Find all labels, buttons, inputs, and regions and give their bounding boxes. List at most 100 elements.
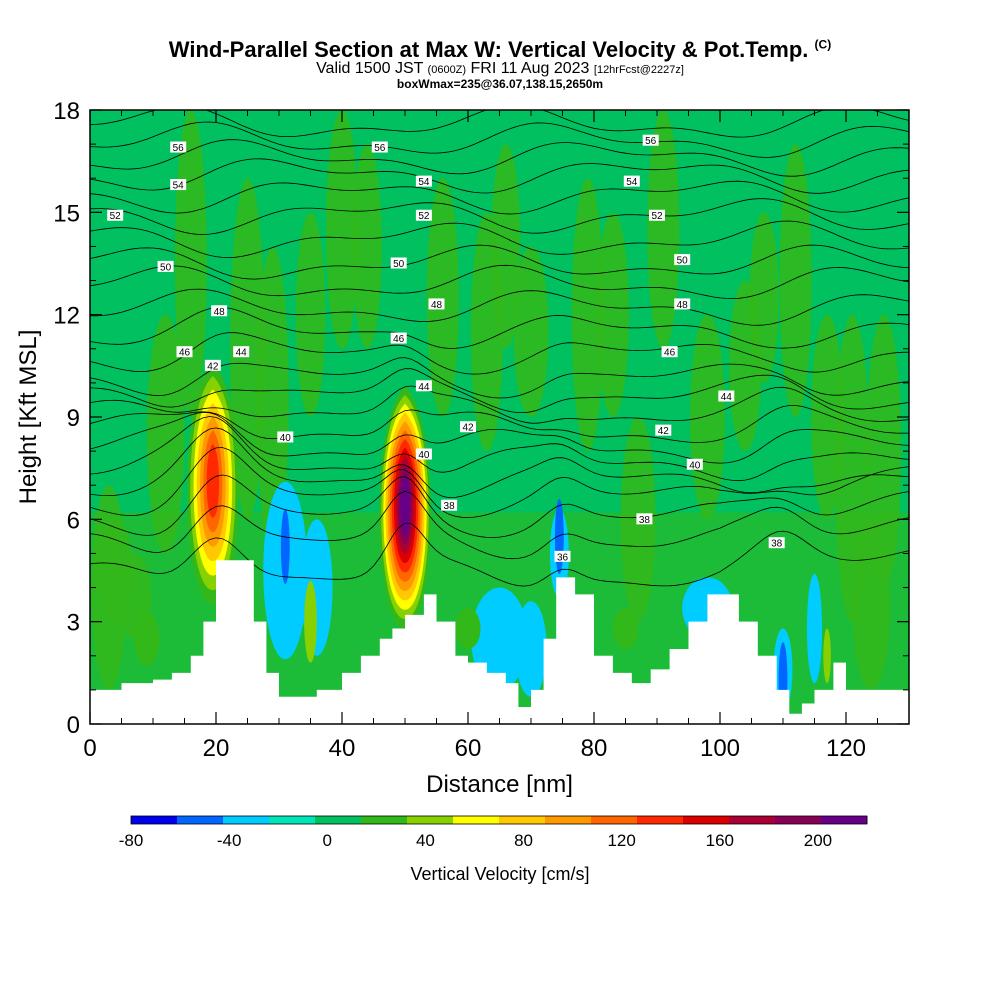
theta-label-bg bbox=[554, 550, 571, 562]
theta-label-text: 52 bbox=[651, 211, 663, 222]
theta-label: 54 bbox=[415, 175, 432, 188]
theta-contour bbox=[90, 368, 909, 414]
theta-label-text: 38 bbox=[639, 515, 651, 526]
theta-label: 48 bbox=[674, 298, 691, 311]
updraft-patch bbox=[134, 611, 160, 667]
theta-contour bbox=[90, 110, 909, 138]
theta-label-text: 46 bbox=[179, 348, 191, 359]
theta-label-bg bbox=[674, 298, 691, 310]
theta-label-text: 52 bbox=[418, 211, 430, 222]
theta-label-bg bbox=[277, 431, 294, 443]
theta-contour bbox=[90, 139, 909, 177]
theta-label: 56 bbox=[170, 141, 187, 154]
valid-time: Valid 1500 JST bbox=[316, 60, 424, 77]
colorbar-swatch bbox=[545, 816, 592, 824]
downdraft-core bbox=[280, 509, 290, 585]
theta-label-bg bbox=[157, 260, 174, 272]
colorbar-swatch bbox=[177, 816, 224, 824]
colorbar-tick-label: 80 bbox=[514, 831, 533, 850]
theta-label: 44 bbox=[233, 346, 250, 359]
theta-label-bg bbox=[768, 537, 785, 549]
y-tick-label: 6 bbox=[67, 507, 80, 534]
theta-label: 42 bbox=[204, 359, 221, 372]
theta-label-bg bbox=[371, 141, 388, 153]
theta-label-bg bbox=[636, 513, 653, 525]
theta-label-bg bbox=[204, 359, 221, 371]
theta-contour bbox=[90, 264, 909, 300]
theta-label-text: 38 bbox=[771, 539, 783, 550]
updraft-level bbox=[206, 443, 220, 518]
theta-label-bg bbox=[686, 458, 703, 470]
colorbar: -80 -40 0 40 80 120 160 200 Vertical Velocity [c… bbox=[119, 815, 868, 884]
theta-label-text: 52 bbox=[110, 211, 122, 222]
colorbar-label: Vertical Velocity [cm/s] bbox=[410, 864, 589, 884]
colorbar-tick-label: 200 bbox=[804, 831, 832, 850]
ascent-streak bbox=[690, 314, 725, 520]
theta-label-bg bbox=[415, 175, 432, 187]
theta-contour bbox=[90, 405, 909, 443]
theta-label-bg bbox=[642, 134, 659, 146]
y-tick-label: 3 bbox=[67, 610, 80, 637]
theta-label: 40 bbox=[277, 431, 294, 444]
theta-label-text: 44 bbox=[236, 348, 248, 359]
theta-label-bg bbox=[674, 254, 691, 266]
colorbar-tick-label: 120 bbox=[607, 831, 635, 850]
theta-label-text: 50 bbox=[393, 259, 405, 270]
colorbar-tick-label: 0 bbox=[323, 831, 332, 850]
colorbar-tick-label: 40 bbox=[416, 831, 435, 850]
colorbar-swatch bbox=[821, 816, 868, 824]
theta-label-bg bbox=[170, 141, 187, 153]
theta-label-text: 44 bbox=[721, 392, 733, 403]
updraft-patch bbox=[823, 628, 831, 684]
valid-date: FRI 11 Aug 2023 bbox=[470, 60, 590, 77]
theta-label-text: 54 bbox=[626, 177, 638, 188]
theta-contour bbox=[90, 244, 909, 280]
y-tick-label: 0 bbox=[67, 712, 80, 739]
theta-label-text: 42 bbox=[658, 426, 670, 437]
theta-label: 48 bbox=[211, 305, 228, 318]
updraft-patch bbox=[304, 580, 317, 663]
theta-label-text: 54 bbox=[173, 181, 185, 192]
ascent-streak bbox=[749, 212, 779, 383]
ascent-streak bbox=[352, 144, 382, 349]
theta-label: 54 bbox=[170, 179, 187, 192]
updraft-level bbox=[400, 473, 410, 535]
theta-label-bg bbox=[649, 209, 665, 221]
ascent-streak bbox=[426, 178, 459, 417]
x-tick-label: 20 bbox=[203, 735, 230, 762]
theta-label-text: 48 bbox=[431, 300, 443, 311]
theta-contours bbox=[90, 110, 909, 587]
theta-contour bbox=[90, 158, 909, 194]
theta-label: 44 bbox=[718, 390, 735, 403]
x-axis-label: Distance [nm] bbox=[426, 771, 573, 798]
ascent-streak bbox=[256, 246, 289, 554]
theta-contour bbox=[90, 447, 909, 518]
theta-label-text: 42 bbox=[462, 423, 474, 434]
ascent-streak bbox=[174, 110, 207, 417]
colorbar-swatch bbox=[775, 816, 822, 824]
theta-label-text: 44 bbox=[418, 382, 430, 393]
colorbar-swatch bbox=[315, 816, 362, 824]
theta-contour bbox=[90, 416, 909, 482]
chart-title: Wind-Parallel Section at Max W: Vertical… bbox=[0, 37, 1000, 63]
theta-label: 52 bbox=[415, 209, 432, 222]
theta-label-text: 48 bbox=[214, 307, 226, 318]
theta-label-text: 46 bbox=[664, 348, 676, 359]
colorbar-swatch bbox=[683, 816, 730, 824]
theta-label: 42 bbox=[460, 421, 476, 434]
theta-label-bg bbox=[655, 424, 672, 436]
theta-label-text: 50 bbox=[160, 262, 172, 273]
theta-label: 50 bbox=[674, 254, 691, 267]
theta-label-bg bbox=[211, 305, 228, 317]
colorbar-frame bbox=[130, 815, 868, 825]
theta-label: 46 bbox=[176, 346, 193, 359]
x-tick-label: 0 bbox=[83, 735, 96, 762]
chart-subtitle: Valid 1500 JST (0600Z) FRI 11 Aug 2023 [… bbox=[0, 60, 1000, 78]
y-tick-label: 9 bbox=[67, 405, 80, 432]
theta-label: 38 bbox=[636, 513, 653, 526]
theta-contour bbox=[90, 198, 909, 235]
theta-contour bbox=[90, 490, 909, 560]
colorbar-swatch bbox=[361, 816, 408, 824]
theta-label-bg bbox=[441, 499, 458, 511]
